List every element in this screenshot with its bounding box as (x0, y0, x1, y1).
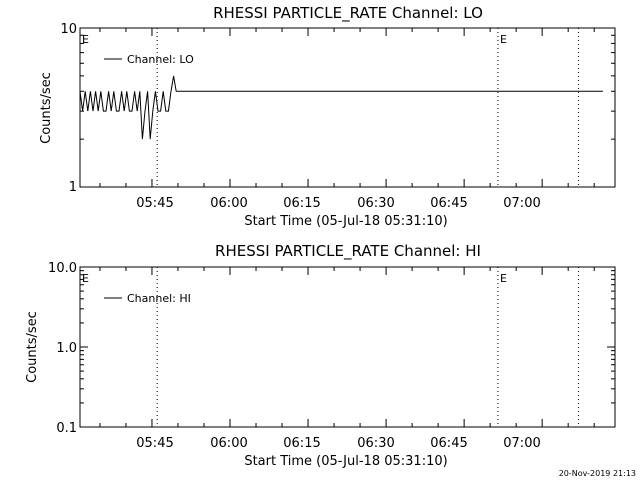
y-tick-label-hi-bottom: 0.1 (56, 421, 77, 436)
legend-label-lo: Channel: LO (127, 53, 194, 66)
chart-title-hi: RHESSI PARTICLE_RATE Channel: HI (215, 242, 481, 261)
event-marker-label: E (500, 272, 507, 285)
x-axis-label-lo: Start Time (05-Jul-18 05:31:10) (244, 214, 447, 229)
y-tick-label-lo-bottom: 1 (69, 180, 77, 195)
x-tick-label: 06:15 (283, 196, 320, 211)
x-tick-label: 07:00 (503, 436, 540, 451)
x-tick-label: 06:00 (210, 196, 247, 211)
y-tick-label-lo-top: 10 (60, 22, 77, 37)
x-tick-label: 06:45 (430, 436, 467, 451)
y-tick-label-hi-mid: 1.0 (56, 341, 77, 356)
panel-lo: RHESSI PARTICLE_RATE Channel: LO Counts/… (39, 4, 616, 229)
axis-ticks-lo (80, 28, 615, 188)
event-marker-label: E (500, 33, 507, 46)
x-tick-label: 06:15 (283, 436, 320, 451)
x-tick-label: 07:00 (503, 196, 540, 211)
series-channel-lo (79, 75, 603, 140)
x-axis-label-hi: Start Time (05-Jul-18 05:31:10) (244, 454, 447, 469)
y-axis-label-lo: Counts/sec (39, 72, 54, 144)
legend-label-hi: Channel: HI (127, 292, 191, 305)
x-tick-label: 05:45 (136, 436, 173, 451)
event-marker-label: E (82, 33, 89, 46)
x-tick-label: 06:30 (357, 436, 394, 451)
axis-ticks-hi (80, 267, 615, 428)
panel-hi: RHESSI PARTICLE_RATE Channel: HI Counts/… (25, 242, 616, 469)
x-tick-label: 05:45 (136, 196, 173, 211)
y-tick-label-hi-top: 10.0 (48, 261, 77, 276)
x-tick-labels-lo: 05:45 06:00 06:15 06:30 06:45 07:00 (136, 196, 540, 211)
x-tick-label: 06:45 (430, 196, 467, 211)
x-tick-labels-hi: 05:45 06:00 06:15 06:30 06:45 07:00 (136, 436, 540, 451)
footer-timestamp: 20-Nov-2019 21:13 (559, 469, 636, 478)
chart-title-lo: RHESSI PARTICLE_RATE Channel: LO (213, 4, 483, 23)
plot-frame-hi (79, 266, 616, 428)
x-tick-label: 06:30 (357, 196, 394, 211)
series-line-path (79, 75, 603, 140)
event-marker-label: E (82, 272, 89, 285)
x-tick-label: 06:00 (210, 436, 247, 451)
y-axis-label-hi: Counts/sec (25, 311, 40, 383)
legend-lo: Channel: LO (104, 53, 194, 66)
legend-hi: Channel: HI (104, 292, 191, 305)
plot-frame-lo (79, 27, 616, 188)
